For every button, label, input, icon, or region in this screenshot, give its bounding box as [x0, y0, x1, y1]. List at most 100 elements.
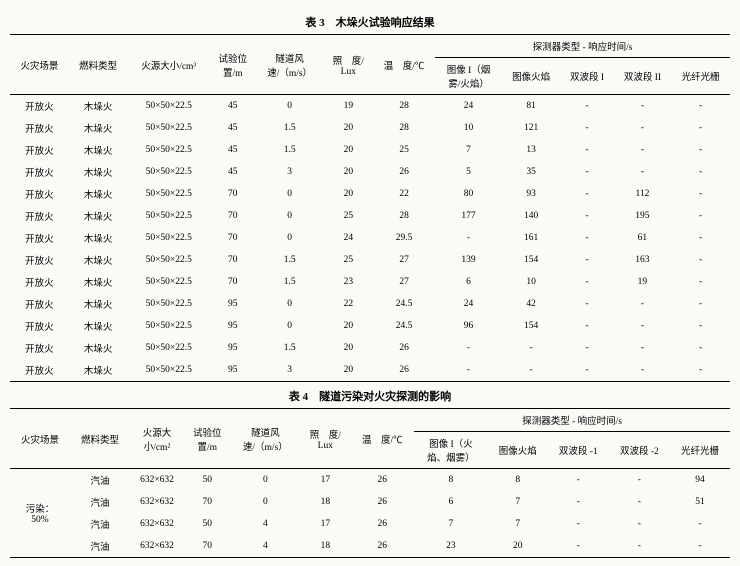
table-cell: 木垛火: [69, 227, 128, 249]
table-cell: -: [614, 117, 672, 139]
table-cell: -: [614, 139, 672, 161]
table-cell: -: [614, 95, 672, 118]
table-cell: 20: [324, 139, 373, 161]
table-cell: 26: [350, 469, 414, 492]
table-cell: 121: [502, 117, 561, 139]
table-cell: 1.5: [255, 117, 323, 139]
table-cell: 22: [324, 293, 373, 315]
table-cell: -: [614, 161, 672, 183]
table-cell: 70: [210, 271, 255, 293]
table-cell: 开放火: [10, 271, 69, 293]
table-cell: 木垛火: [69, 183, 128, 205]
table-cell: 0: [255, 315, 323, 337]
table-cell: 20: [324, 183, 373, 205]
table-cell: 96: [435, 315, 501, 337]
table-cell: 70: [184, 535, 230, 558]
table-cell: 10: [502, 271, 561, 293]
table-cell: 50×50×22.5: [127, 161, 210, 183]
table-cell: -: [548, 469, 609, 492]
table-cell: 4: [230, 535, 300, 558]
table-cell: 17: [300, 469, 350, 492]
t3-h-g1: 图像火焰: [502, 58, 561, 95]
table-cell: 50×50×22.5: [127, 315, 210, 337]
table-cell: 177: [435, 205, 501, 227]
table-cell: 27: [373, 271, 435, 293]
t4-h-g4: 光纤光栅: [670, 432, 730, 469]
table-cell: 24.5: [373, 315, 435, 337]
table-cell: 汽油: [70, 469, 130, 492]
table-cell: -: [609, 491, 670, 513]
table-cell: 20: [324, 117, 373, 139]
table-cell: -: [560, 205, 613, 227]
table-cell: 23: [324, 271, 373, 293]
table-cell: 3: [255, 161, 323, 183]
table-cell: -: [670, 535, 730, 558]
table-cell: 1.5: [255, 337, 323, 359]
table-cell: -: [671, 315, 730, 337]
table-cell: 18: [300, 491, 350, 513]
table-cell: -: [560, 315, 613, 337]
table-cell: 45: [210, 117, 255, 139]
table-cell: 开放火: [10, 205, 69, 227]
table-cell: 95: [210, 293, 255, 315]
table-cell: 29.5: [373, 227, 435, 249]
t3-h-size: 火源大小/cm³: [127, 35, 210, 95]
table3-title: 表 3 木垛火试验响应结果: [10, 14, 730, 30]
table-cell: 0: [230, 469, 300, 492]
table-cell: 木垛火: [69, 117, 128, 139]
t3-h-g4: 光纤光栅: [671, 58, 730, 95]
table-cell: 154: [502, 249, 561, 271]
table-cell: 50×50×22.5: [127, 337, 210, 359]
t3-h-pos: 试验位 置/m: [210, 35, 255, 95]
table-cell: 7: [414, 513, 488, 535]
table-cell: 20: [324, 315, 373, 337]
table-cell: 42: [502, 293, 561, 315]
table-cell: 24: [435, 293, 501, 315]
table-cell: -: [560, 337, 613, 359]
table-cell: -: [671, 337, 730, 359]
t4-h-g2: 双波段 -1: [548, 432, 609, 469]
table-cell: 木垛火: [69, 293, 128, 315]
table-cell: 22: [373, 183, 435, 205]
table3: 火灾场景 燃料类型 火源大小/cm³ 试验位 置/m 隧道风 速/（m/s） 照…: [10, 34, 730, 382]
table-cell: 开放火: [10, 95, 69, 118]
table-cell: 50×50×22.5: [127, 359, 210, 382]
table-cell: -: [502, 359, 561, 382]
table-cell: 8: [414, 469, 488, 492]
table-cell: 28: [373, 205, 435, 227]
table-cell: 95: [210, 315, 255, 337]
table-cell: 61: [614, 227, 672, 249]
t4-h-fuel: 燃料类型: [70, 409, 130, 469]
table-cell: 19: [324, 95, 373, 118]
table-cell: -: [671, 183, 730, 205]
table-cell: 0: [255, 95, 323, 118]
table-cell: -: [560, 271, 613, 293]
table-cell: 24.5: [373, 293, 435, 315]
table-cell: -: [548, 491, 609, 513]
table-cell: -: [671, 205, 730, 227]
table-cell: 95: [210, 359, 255, 382]
table-cell: -: [548, 513, 609, 535]
table-cell: -: [560, 161, 613, 183]
table-cell: 木垛火: [69, 271, 128, 293]
t3-h-scene: 火灾场景: [10, 35, 69, 95]
table-cell: 3: [255, 359, 323, 382]
table-cell: 25: [324, 205, 373, 227]
table-cell: 汽油: [70, 535, 130, 558]
t4-h-group: 探测器类型 - 响应时间/s: [414, 409, 730, 432]
table-cell: 8: [488, 469, 548, 492]
table-cell: 45: [210, 161, 255, 183]
table-cell: 25: [324, 249, 373, 271]
table-cell: 50×50×22.5: [127, 293, 210, 315]
table-cell: -: [671, 227, 730, 249]
table-cell: -: [560, 183, 613, 205]
table-cell: -: [609, 513, 670, 535]
table-cell: -: [671, 359, 730, 382]
table-cell: -: [560, 249, 613, 271]
table-cell: -: [671, 249, 730, 271]
table-cell: 0: [255, 205, 323, 227]
table-cell: 木垛火: [69, 161, 128, 183]
table-cell: 26: [350, 513, 414, 535]
table-cell: 18: [300, 535, 350, 558]
table-cell: 20: [324, 161, 373, 183]
